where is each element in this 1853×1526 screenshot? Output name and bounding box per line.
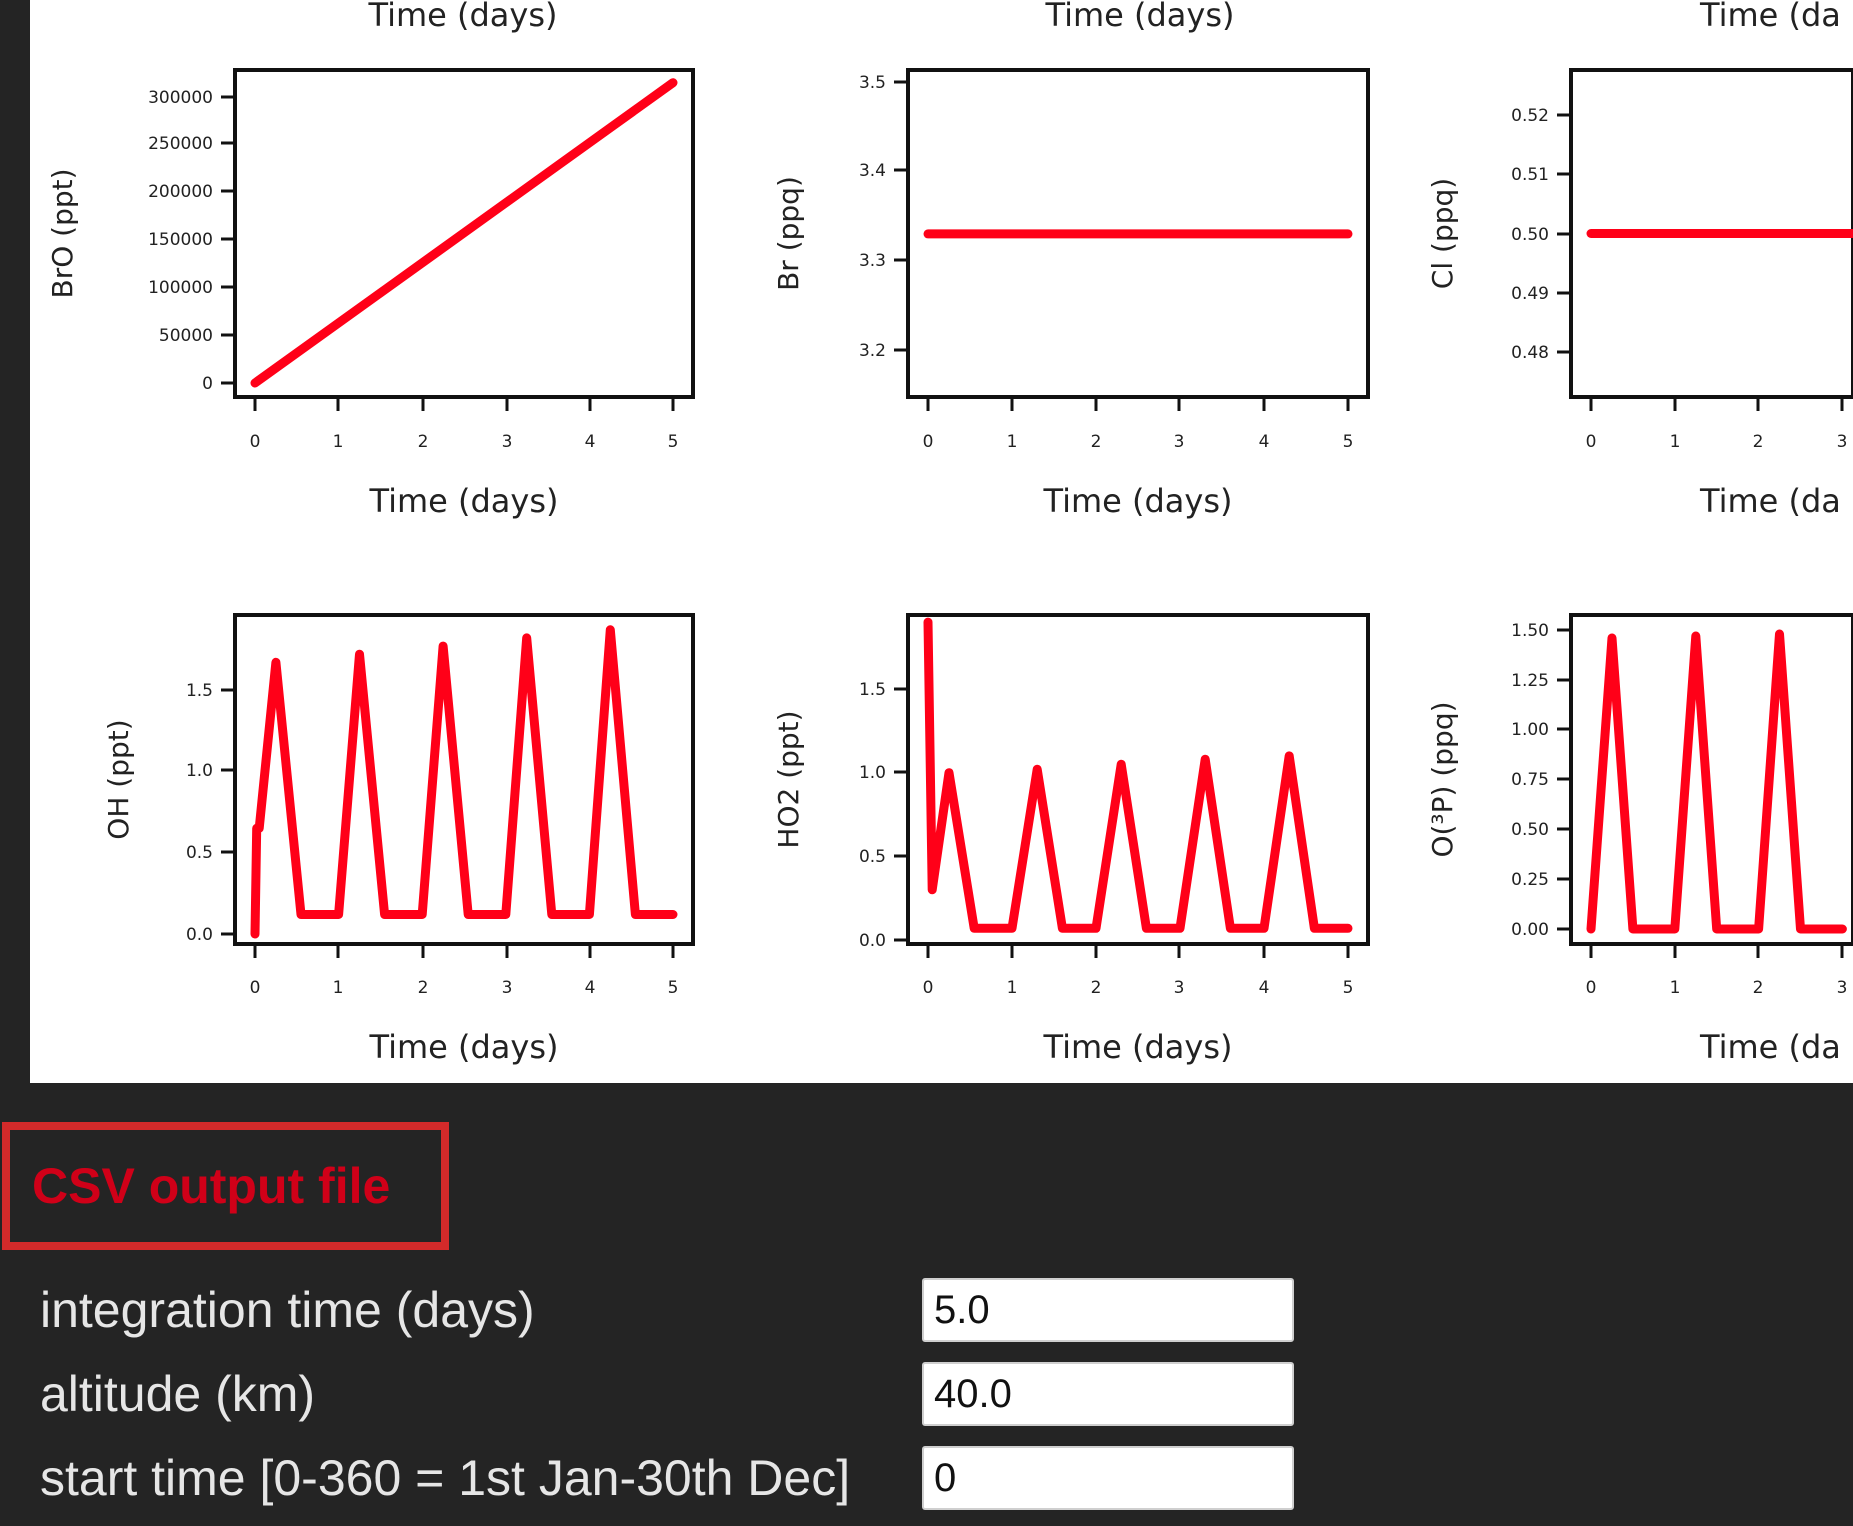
series-line-bro — [250, 78, 678, 388]
csv-output-link[interactable]: CSV output file — [2, 1122, 449, 1250]
x-tick-label-oh-1: 1 — [333, 978, 344, 998]
ylabel-oh: OH (ppt) — [102, 719, 135, 839]
x-tick-label-cl-3: 3 — [1837, 432, 1848, 452]
y-tick-label-ho2-2: 0.5 — [859, 847, 886, 867]
integration-time-row: integration time (days) — [40, 1278, 1300, 1342]
y-tick-label-oh-0: 1.5 — [186, 681, 213, 701]
xlabel-bro: Time (days) — [369, 482, 559, 520]
altitude-label: altitude (km) — [40, 1366, 316, 1422]
x-tick-label-cl-1: 1 — [1670, 432, 1681, 452]
x-tick-label-br-1: 1 — [1007, 432, 1018, 452]
xlabel-ho2: Time (days) — [1043, 1028, 1233, 1066]
axes-frame-ho2 — [906, 613, 1370, 946]
y-tick-label-cl-2: 0.50 — [1511, 225, 1549, 245]
x-tick-label-ho2-4: 4 — [1259, 978, 1270, 998]
y-tick-label-ho2-1: 1.0 — [859, 763, 886, 783]
ylabel-bro: BrO (ppt) — [46, 168, 79, 298]
y-tick-label-o3p-2: 1.00 — [1511, 720, 1549, 740]
xlabel-oh: Time (days) — [369, 1028, 559, 1066]
xlabel-br: Time (days) — [1043, 482, 1233, 520]
ylabel-cl: Cl (ppq) — [1426, 178, 1459, 289]
altitude-row: altitude (km) — [40, 1362, 1300, 1426]
y-tick-label-o3p-5: 0.25 — [1511, 870, 1549, 890]
x-tick-label-cl-2: 2 — [1753, 432, 1764, 452]
x-tick-label-bro-2: 2 — [418, 432, 429, 452]
altitude-input[interactable] — [922, 1362, 1294, 1426]
axes-frame-bro — [233, 68, 695, 399]
y-tick-label-o3p-1: 1.25 — [1511, 671, 1549, 691]
y-tick-label-oh-3: 0.0 — [186, 925, 213, 945]
x-tick-label-bro-0: 0 — [250, 432, 261, 452]
xlabel-cl: Time (da — [1699, 482, 1841, 520]
ylabel-ho2: HO2 (ppt) — [772, 710, 805, 848]
x-tick-label-br-5: 5 — [1343, 432, 1354, 452]
top-xlabel-2: Time (da — [1699, 0, 1841, 34]
series-line-ho2 — [923, 617, 1353, 933]
x-tick-label-oh-3: 3 — [502, 978, 513, 998]
top-xlabel-0: Time (days) — [368, 0, 558, 34]
y-tick-label-o3p-3: 0.75 — [1511, 770, 1549, 790]
y-tick-label-bro-3: 150000 — [148, 230, 213, 250]
y-tick-label-ho2-3: 0.0 — [859, 931, 886, 951]
y-tick-label-o3p-6: 0.00 — [1511, 920, 1549, 940]
series-line-oh — [250, 625, 678, 939]
start-time-row: start time [0-360 = 1st Jan-30th Dec] — [40, 1446, 1300, 1510]
x-tick-label-ho2-1: 1 — [1007, 978, 1018, 998]
y-tick-label-ho2-0: 1.5 — [859, 680, 886, 700]
x-tick-label-br-4: 4 — [1259, 432, 1270, 452]
x-tick-label-o3p-2: 2 — [1753, 978, 1764, 998]
x-tick-label-bro-5: 5 — [668, 432, 679, 452]
axes-frame-oh — [233, 613, 695, 946]
top-xlabel-1: Time (days) — [1045, 0, 1235, 34]
x-tick-label-ho2-3: 3 — [1174, 978, 1185, 998]
y-tick-label-bro-0: 300000 — [148, 88, 213, 108]
x-tick-label-ho2-2: 2 — [1091, 978, 1102, 998]
y-tick-label-br-2: 3.3 — [859, 251, 886, 271]
x-tick-label-ho2-5: 5 — [1343, 978, 1354, 998]
axes-frame-br — [906, 68, 1370, 399]
xlabel-o3p: Time (da — [1699, 1028, 1841, 1066]
x-tick-label-br-0: 0 — [923, 432, 934, 452]
x-tick-label-cl-0: 0 — [1586, 432, 1597, 452]
y-tick-label-bro-5: 50000 — [159, 326, 213, 346]
integration-time-input[interactable] — [922, 1278, 1294, 1342]
start-time-label: start time [0-360 = 1st Jan-30th Dec] — [40, 1450, 851, 1506]
y-tick-label-br-0: 3.5 — [859, 73, 886, 93]
y-tick-label-br-3: 3.2 — [859, 341, 886, 361]
x-tick-label-o3p-1: 1 — [1670, 978, 1681, 998]
x-tick-label-br-2: 2 — [1091, 432, 1102, 452]
x-tick-label-bro-3: 3 — [502, 432, 513, 452]
x-tick-label-bro-4: 4 — [585, 432, 596, 452]
y-tick-label-cl-1: 0.51 — [1511, 165, 1549, 185]
y-tick-label-bro-2: 200000 — [148, 182, 213, 202]
x-tick-label-bro-1: 1 — [333, 432, 344, 452]
series-line-o3p — [1586, 629, 1847, 934]
x-tick-label-o3p-3: 3 — [1837, 978, 1848, 998]
y-tick-label-cl-0: 0.52 — [1511, 106, 1549, 126]
y-tick-label-o3p-4: 0.50 — [1511, 820, 1549, 840]
x-tick-label-oh-0: 0 — [250, 978, 261, 998]
ylabel-br: Br (ppq) — [772, 176, 805, 291]
y-tick-label-o3p-0: 1.50 — [1511, 621, 1549, 641]
x-tick-label-oh-5: 5 — [668, 978, 679, 998]
y-tick-label-bro-6: 0 — [202, 374, 213, 394]
csv-output-link-label[interactable]: CSV output file — [32, 1158, 391, 1214]
x-tick-label-ho2-0: 0 — [923, 978, 934, 998]
x-tick-label-br-3: 3 — [1174, 432, 1185, 452]
y-tick-label-bro-1: 250000 — [148, 134, 213, 154]
y-tick-label-cl-3: 0.49 — [1511, 284, 1549, 304]
y-tick-label-cl-4: 0.48 — [1511, 343, 1549, 363]
y-tick-label-br-1: 3.4 — [859, 161, 886, 181]
y-tick-label-bro-4: 100000 — [148, 278, 213, 298]
x-tick-label-oh-2: 2 — [418, 978, 429, 998]
plots-figure: Time (days) Time (days) Time (da0 1 2 3 4 53000… — [46, 0, 1853, 1066]
x-tick-label-o3p-0: 0 — [1586, 978, 1597, 998]
ylabel-o3p: O(³P) (ppq) — [1426, 701, 1459, 857]
integration-time-label: integration time (days) — [40, 1282, 535, 1338]
y-tick-label-oh-1: 1.0 — [186, 761, 213, 781]
plots-panel: Time (days) Time (days) Time (da 0 1 2 3 4 5 3000… — [30, 0, 1853, 1083]
y-tick-label-oh-2: 0.5 — [186, 843, 213, 863]
start-time-input[interactable] — [922, 1446, 1294, 1510]
x-tick-label-oh-4: 4 — [585, 978, 596, 998]
